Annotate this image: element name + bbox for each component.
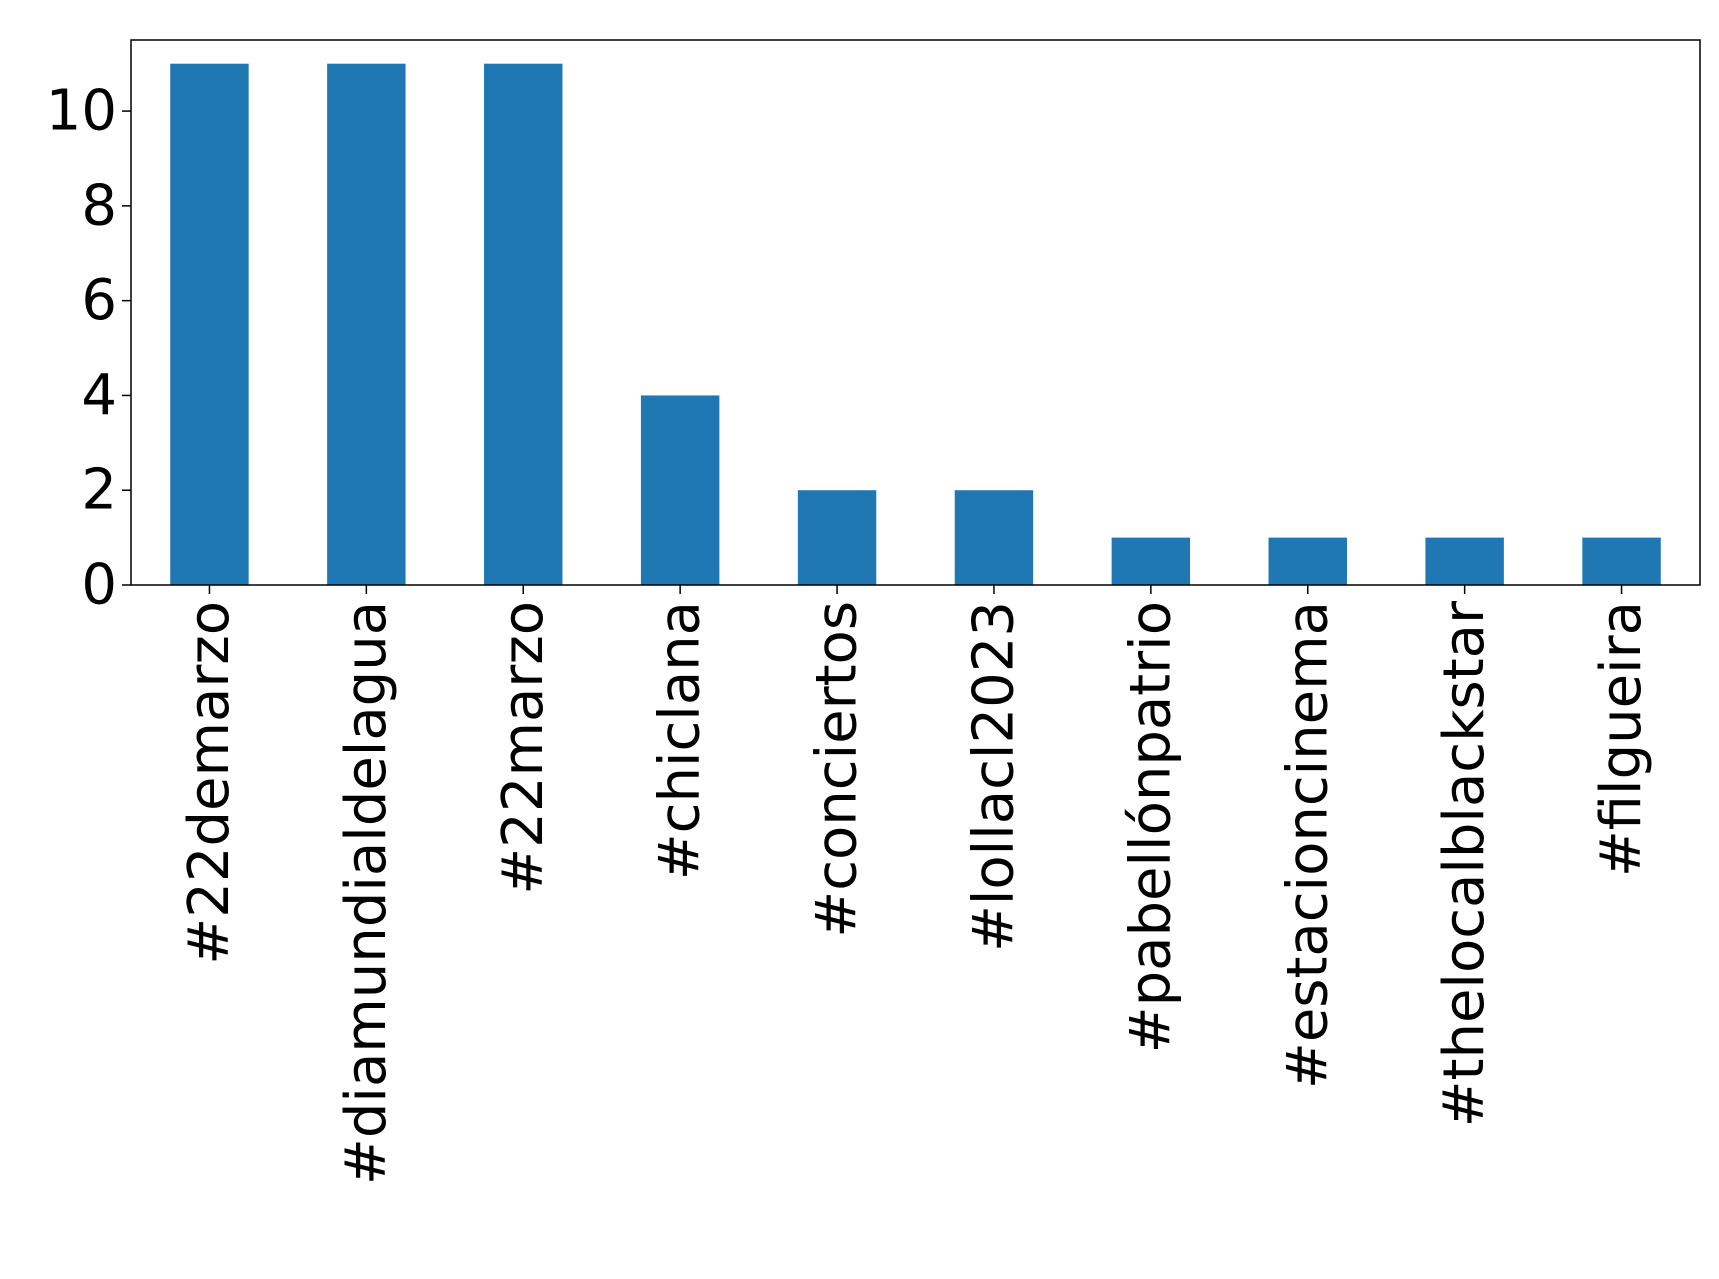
x-tick-label: #lollacl2023 — [961, 601, 1026, 952]
y-tick-label: 6 — [81, 268, 117, 333]
x-axis: #22demarzo #diamundialdelagua #22marzo #chi… — [177, 585, 1654, 1185]
bar-3 — [484, 63, 563, 585]
x-tick-label: #diamundialdelagua — [334, 601, 399, 1185]
x-tick-label: #conciertos — [805, 601, 870, 938]
bars-group — [170, 63, 1661, 585]
x-tick-label: #thelocalblackstar — [1432, 600, 1497, 1127]
bar-7 — [1111, 537, 1191, 585]
y-tick-label: 8 — [81, 173, 117, 238]
y-tick-label: 4 — [81, 363, 117, 428]
x-tick-label: #22demarzo — [177, 601, 242, 965]
x-tick-label: #pabellónpatrio — [1118, 601, 1183, 1053]
y-tick-label: 2 — [81, 458, 117, 523]
x-tick-label: #chiclana — [648, 601, 713, 880]
y-tick-label: 0 — [81, 553, 117, 618]
x-tick-label: #22marzo — [491, 601, 556, 895]
bar-10 — [1582, 537, 1661, 585]
bar-2 — [327, 63, 406, 585]
bar-5 — [797, 490, 877, 585]
bar-9 — [1425, 537, 1504, 585]
bar-6 — [954, 490, 1034, 585]
x-tick-label: #filgueira — [1589, 601, 1654, 877]
bar-4 — [640, 395, 720, 585]
x-tick-label: #estacioncinema — [1275, 601, 1340, 1089]
bar-1 — [170, 63, 249, 585]
plot-frame — [130, 39, 1701, 586]
bar-8 — [1268, 537, 1347, 585]
y-tick-label: 10 — [46, 79, 117, 144]
y-axis: 0 2 4 6 8 10 — [46, 79, 131, 618]
